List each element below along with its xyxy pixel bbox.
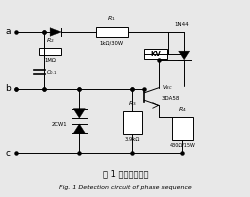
Polygon shape <box>178 51 189 60</box>
Text: 1kΩ/30W: 1kΩ/30W <box>99 41 123 46</box>
Bar <box>39 48 60 56</box>
Text: Fig. 1 Detection circuit of phase sequence: Fig. 1 Detection circuit of phase sequen… <box>59 185 191 190</box>
Text: 1N44: 1N44 <box>174 22 188 27</box>
Polygon shape <box>73 124 85 133</box>
Text: $R_1$: $R_1$ <box>107 14 116 23</box>
Text: b: b <box>5 84 11 93</box>
Text: $R_4$: $R_4$ <box>177 105 186 114</box>
Text: a: a <box>5 28 11 36</box>
Text: 2CW1: 2CW1 <box>51 122 66 127</box>
Text: 3.9kΩ: 3.9kΩ <box>124 137 140 142</box>
Bar <box>122 111 141 134</box>
Text: KV: KV <box>150 51 160 57</box>
Bar <box>171 117 192 140</box>
Text: 图 1 相序检测电路: 图 1 相序检测电路 <box>102 169 148 178</box>
Polygon shape <box>73 109 85 118</box>
Polygon shape <box>50 28 61 36</box>
Bar <box>144 49 166 59</box>
Bar <box>95 27 128 37</box>
Text: c: c <box>6 149 11 158</box>
Text: $V_{BC}$: $V_{BC}$ <box>161 83 172 92</box>
Text: $R_3$: $R_3$ <box>128 99 136 108</box>
Text: $R_2$: $R_2$ <box>46 36 54 45</box>
Text: 3DA58: 3DA58 <box>161 96 179 100</box>
Text: 430Ω/15W: 430Ω/15W <box>169 142 194 148</box>
Text: 1MΩ: 1MΩ <box>44 58 56 63</box>
Text: $C_{0.1}$: $C_{0.1}$ <box>46 68 58 77</box>
